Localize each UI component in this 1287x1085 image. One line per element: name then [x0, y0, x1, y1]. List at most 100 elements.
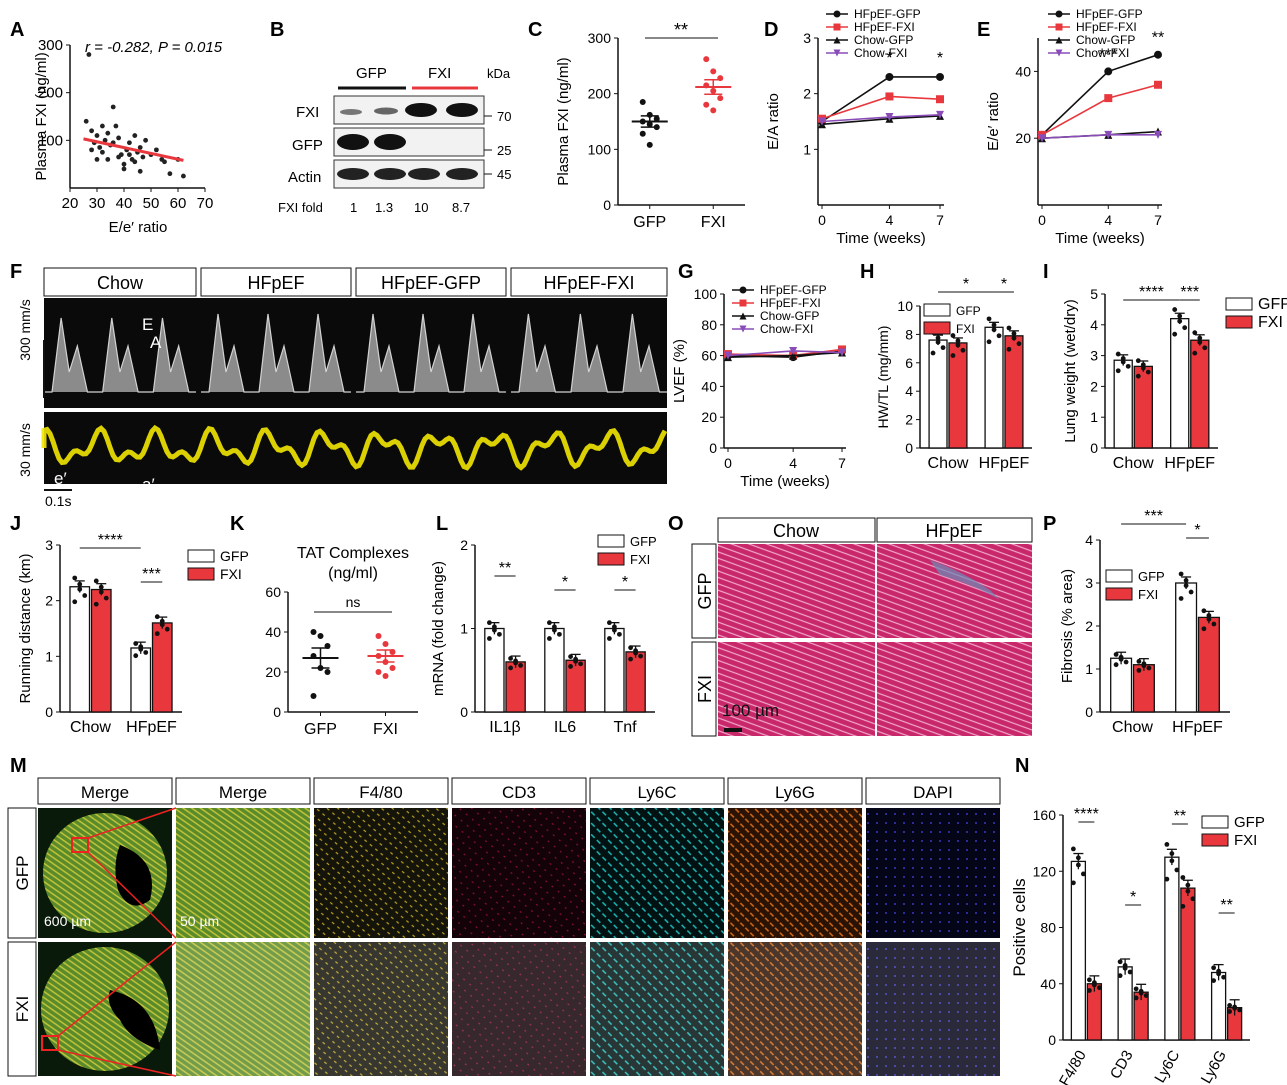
if-tile-fxi — [866, 942, 1000, 1076]
data-point — [1169, 851, 1175, 856]
x-tick-label: IL1β — [489, 719, 520, 736]
data-point — [1118, 656, 1124, 662]
y-tick-label: 2 — [45, 593, 53, 609]
panel-b-blot: GFP FXI kDa FXI GFP Actin 70 25 45 FXI f… — [278, 65, 511, 215]
sig-label: * — [1130, 889, 1136, 906]
y-axis-label: Plasma FXI (ng/ml) — [33, 52, 50, 180]
data-point — [1123, 659, 1129, 665]
marker-circle — [833, 10, 841, 18]
x-tick-label: 7 — [838, 455, 846, 471]
marker-triangle-down — [1038, 134, 1046, 143]
data-point — [573, 658, 578, 664]
data-point — [639, 130, 646, 137]
data-point — [72, 599, 78, 605]
y-tick-label: 2 — [1090, 378, 1098, 394]
panel-letter-L: L — [436, 513, 448, 535]
data-point — [638, 653, 643, 659]
data-point — [1127, 969, 1133, 975]
y-tick-label: 0 — [603, 197, 611, 213]
data-point — [955, 342, 961, 348]
band — [337, 134, 369, 150]
data-point — [1201, 626, 1207, 632]
panel-letter-I: I — [1043, 261, 1049, 283]
data-point — [1070, 846, 1076, 852]
data-point — [1185, 888, 1191, 894]
y-axis-label: Running distance (km) — [17, 553, 34, 703]
band — [340, 109, 362, 115]
panel-letter-B: B — [270, 19, 284, 41]
x-tick-label: 0 — [818, 212, 826, 228]
bar-fxi — [1197, 616, 1220, 713]
if-header-box — [589, 777, 725, 805]
data-point — [1211, 965, 1217, 971]
legend-swatch — [1201, 815, 1229, 829]
data-point — [1183, 578, 1189, 583]
data-point — [100, 149, 105, 155]
data-point — [181, 173, 186, 179]
x-tick-label: HFpEF — [1164, 455, 1215, 472]
panel-letter-G: G — [678, 261, 694, 283]
y-tick-label: 300 — [588, 30, 612, 46]
data-point — [94, 133, 100, 138]
data-point — [77, 586, 83, 592]
data-point — [121, 166, 127, 172]
data-point — [1174, 867, 1180, 873]
if-tile-fxi — [728, 942, 862, 1076]
data-point — [137, 145, 143, 150]
legend-label: FXI — [220, 566, 242, 582]
legend-label: GFP — [956, 304, 981, 318]
data-point — [960, 347, 966, 353]
blot-row-actin: Actin — [288, 169, 321, 186]
blot-group-gfp: GFP — [356, 65, 387, 82]
y-tick-label: 5 — [1090, 286, 1098, 302]
bar-gfp — [1110, 657, 1133, 713]
y-tick-label: 80 — [1040, 920, 1056, 936]
legend-label: GFP — [630, 534, 657, 549]
x-tick-label: IL6 — [554, 719, 576, 736]
data-point — [89, 128, 94, 134]
y-axis-label: E/e′ ratio — [985, 92, 1002, 151]
panel-h-barchart: 0 2 4 6 8 10 HW/TL (mg/mm) Chow HFpEF GFP FXI * * — [875, 276, 1032, 472]
data-point — [996, 333, 1002, 339]
marker-square — [833, 23, 841, 31]
tissue-waveform — [41, 424, 668, 471]
data-point — [518, 663, 523, 668]
bar-gfp — [69, 586, 91, 713]
legend-swatch — [1225, 297, 1253, 311]
data-point — [1140, 365, 1146, 371]
doppler-trace — [201, 313, 351, 393]
data-point — [97, 145, 103, 150]
doppler-trace — [44, 317, 196, 393]
panel-k-dotplot: 0 20 40 60 GFP FXI TAT Complexes (ng/ml) ns — [265, 545, 418, 738]
x-tick-label: Ly6C — [1151, 1047, 1183, 1085]
data-point — [1211, 621, 1217, 627]
data-point — [1080, 871, 1086, 877]
data-point — [639, 99, 646, 106]
data-point — [1169, 858, 1175, 864]
if-header-box — [451, 777, 587, 805]
y-tick-label: 0 — [709, 440, 717, 456]
data-point — [1136, 658, 1142, 664]
sig-label: *** — [142, 566, 161, 583]
label-e-prime: e′ — [54, 469, 67, 488]
data-point — [72, 575, 78, 581]
sig-label: ** — [1152, 30, 1164, 47]
legend-label: Chow-FXI — [1076, 46, 1129, 60]
x-tick-label: CD3 — [1107, 1048, 1137, 1082]
y-tick-label: 3 — [1090, 348, 1098, 364]
band — [337, 168, 369, 180]
data-point — [140, 154, 146, 160]
bar-gfp — [1164, 856, 1180, 1041]
x-tick-label: 40 — [116, 195, 133, 212]
panel-letters: A B C D E F G H I J K L O P M N — [10, 19, 1056, 777]
data-point — [143, 137, 149, 143]
legend-label: HFpEF-FXI — [1076, 20, 1137, 34]
data-point — [628, 645, 633, 651]
legend-swatch — [1105, 587, 1133, 601]
y-tick-label: 1 — [45, 648, 53, 664]
scale-time: 0.1s — [45, 493, 71, 509]
data-point — [94, 157, 100, 162]
data-point — [950, 353, 956, 358]
histo-chow-gfp — [718, 544, 875, 638]
